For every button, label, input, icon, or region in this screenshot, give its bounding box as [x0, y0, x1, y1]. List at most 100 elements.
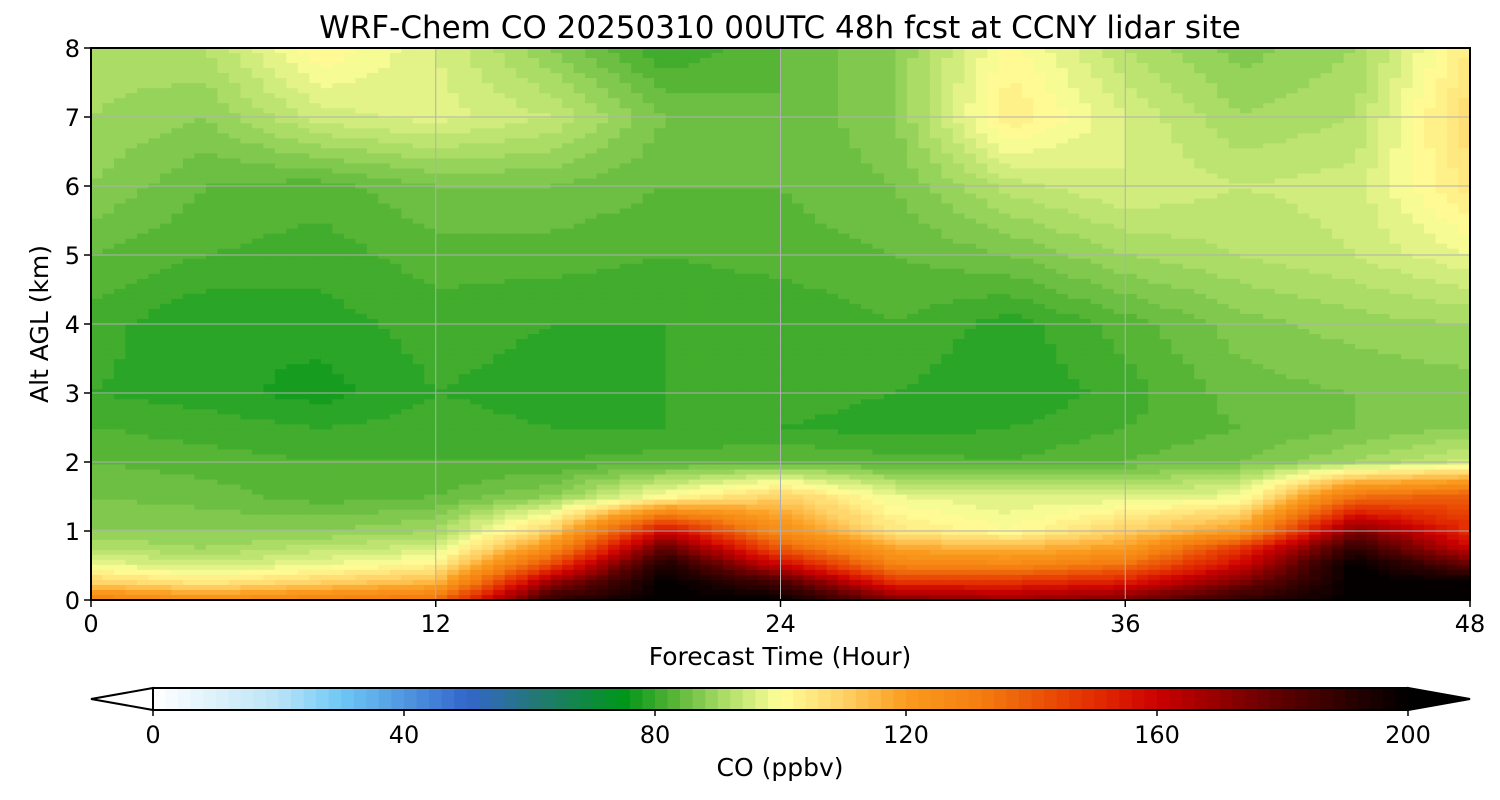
colorbar-segment — [1094, 688, 1108, 710]
colorbar-segment — [554, 688, 568, 710]
colorbar-segment — [190, 688, 204, 710]
colorbar-segment — [378, 688, 393, 710]
colorbar-segment — [215, 688, 229, 710]
y-tick-label: 8 — [65, 35, 80, 63]
y-tick-label: 4 — [65, 311, 80, 339]
colorbar-segment — [742, 688, 756, 710]
y-tick-label: 6 — [65, 173, 80, 201]
colorbar-segment — [1119, 688, 1133, 710]
colorbar-segment — [153, 688, 167, 710]
colorbar-segment — [366, 688, 380, 710]
colorbar-segment — [228, 688, 242, 710]
colorbar-segment — [830, 688, 844, 710]
colorbar-segment — [1207, 688, 1221, 710]
colorbar-segment — [868, 688, 882, 710]
colorbar-segment — [404, 688, 418, 710]
colorbar-segment — [1282, 688, 1296, 710]
colorbar-segment — [918, 688, 932, 710]
colorbar-segment — [843, 688, 857, 710]
colorbar-segment — [429, 688, 443, 710]
colorbar-extend-high — [1407, 686, 1471, 712]
y-tick-label: 0 — [65, 587, 80, 615]
x-tick-label: 12 — [420, 610, 451, 638]
colorbar-segment — [278, 688, 292, 710]
colorbar-segment — [692, 688, 706, 710]
colorbar-segment — [454, 688, 468, 710]
colorbar-segment — [592, 688, 606, 710]
colorbar-segment — [316, 688, 330, 710]
colorbar-segment — [931, 688, 945, 710]
colorbar-segment — [1357, 688, 1371, 710]
colorbar-segment — [1194, 688, 1208, 710]
x-tick-label: 36 — [1110, 610, 1141, 638]
colorbar-segment — [479, 688, 493, 710]
colorbar-segment — [981, 688, 995, 710]
colorbar-segment — [353, 688, 367, 710]
colorbar-segment — [1169, 688, 1183, 710]
colorbar-segment — [291, 688, 305, 710]
colorbar-tick-label: 120 — [883, 721, 929, 749]
y-tick-label: 2 — [65, 449, 80, 477]
colorbar-segment — [567, 688, 581, 710]
colorbar-segment — [1131, 688, 1146, 710]
colorbar-segment — [993, 688, 1007, 710]
colorbar-segment — [1031, 688, 1045, 710]
colorbar-segment — [1044, 688, 1058, 710]
colorbar-segment — [1257, 688, 1271, 710]
colorbar-segment — [1395, 688, 1409, 710]
colorbar-segment — [767, 688, 782, 710]
colorbar-segment — [655, 688, 669, 710]
colorbar-segment — [680, 688, 694, 710]
colorbar-tick-label: 160 — [1134, 721, 1180, 749]
colorbar-segment — [855, 688, 869, 710]
colorbar-segment — [906, 688, 920, 710]
x-axis: 0 12 24 36 48 — [83, 600, 1485, 638]
colorbar-segment — [968, 688, 982, 710]
colorbar-segment — [178, 688, 192, 710]
colorbar-segment — [529, 688, 543, 710]
y-axis-label: Alt AGL (km) — [25, 245, 54, 403]
colorbar-segment — [805, 688, 819, 710]
y-tick-label: 1 — [65, 518, 80, 546]
colorbar-segment — [1219, 688, 1233, 710]
colorbar-segment — [1345, 688, 1359, 710]
colorbar-ticks: 0 40 80 120 160 200 — [145, 710, 1431, 749]
colorbar-segment — [391, 688, 405, 710]
colorbar-segment — [1056, 688, 1070, 710]
colorbar-segment — [1269, 688, 1284, 710]
x-axis-label: Forecast Time (Hour) — [649, 642, 912, 671]
contour-field — [91, 48, 1471, 601]
colorbar-segments — [153, 688, 1409, 710]
colorbar-segment — [579, 688, 593, 710]
colorbar-segment — [240, 688, 254, 710]
colorbar-segment — [730, 688, 744, 710]
colorbar-segment — [780, 688, 794, 710]
colorbar-segment — [441, 688, 455, 710]
colorbar-segment — [880, 688, 895, 710]
colorbar-segment — [491, 688, 505, 710]
colorbar-segment — [1320, 688, 1334, 710]
colorbar-label: CO (ppbv) — [717, 753, 844, 782]
colorbar-segment — [165, 688, 179, 710]
colorbar-tick-label: 0 — [145, 721, 160, 749]
colorbar-segment — [755, 688, 769, 710]
colorbar-segment — [1157, 688, 1171, 710]
x-tick-label: 0 — [83, 610, 98, 638]
colorbar-segment — [416, 688, 430, 710]
colorbar-segment — [956, 688, 970, 710]
y-axis: 0 1 2 3 4 5 6 7 8 — [65, 35, 91, 615]
colorbar-segment — [1370, 688, 1384, 710]
x-tick-label: 24 — [765, 610, 796, 638]
colorbar-segment — [943, 688, 957, 710]
colorbar-segment — [1081, 688, 1095, 710]
colorbar-tick-label: 40 — [389, 721, 420, 749]
colorbar-segment — [1295, 688, 1309, 710]
plot-area — [90, 47, 1471, 601]
colorbar-segment — [1232, 688, 1246, 710]
colorbar-segment — [328, 688, 342, 710]
colorbar-segment — [1144, 688, 1158, 710]
colorbar-segment — [504, 688, 518, 710]
colorbar-segment — [1244, 688, 1258, 710]
colorbar-segment — [1182, 688, 1196, 710]
